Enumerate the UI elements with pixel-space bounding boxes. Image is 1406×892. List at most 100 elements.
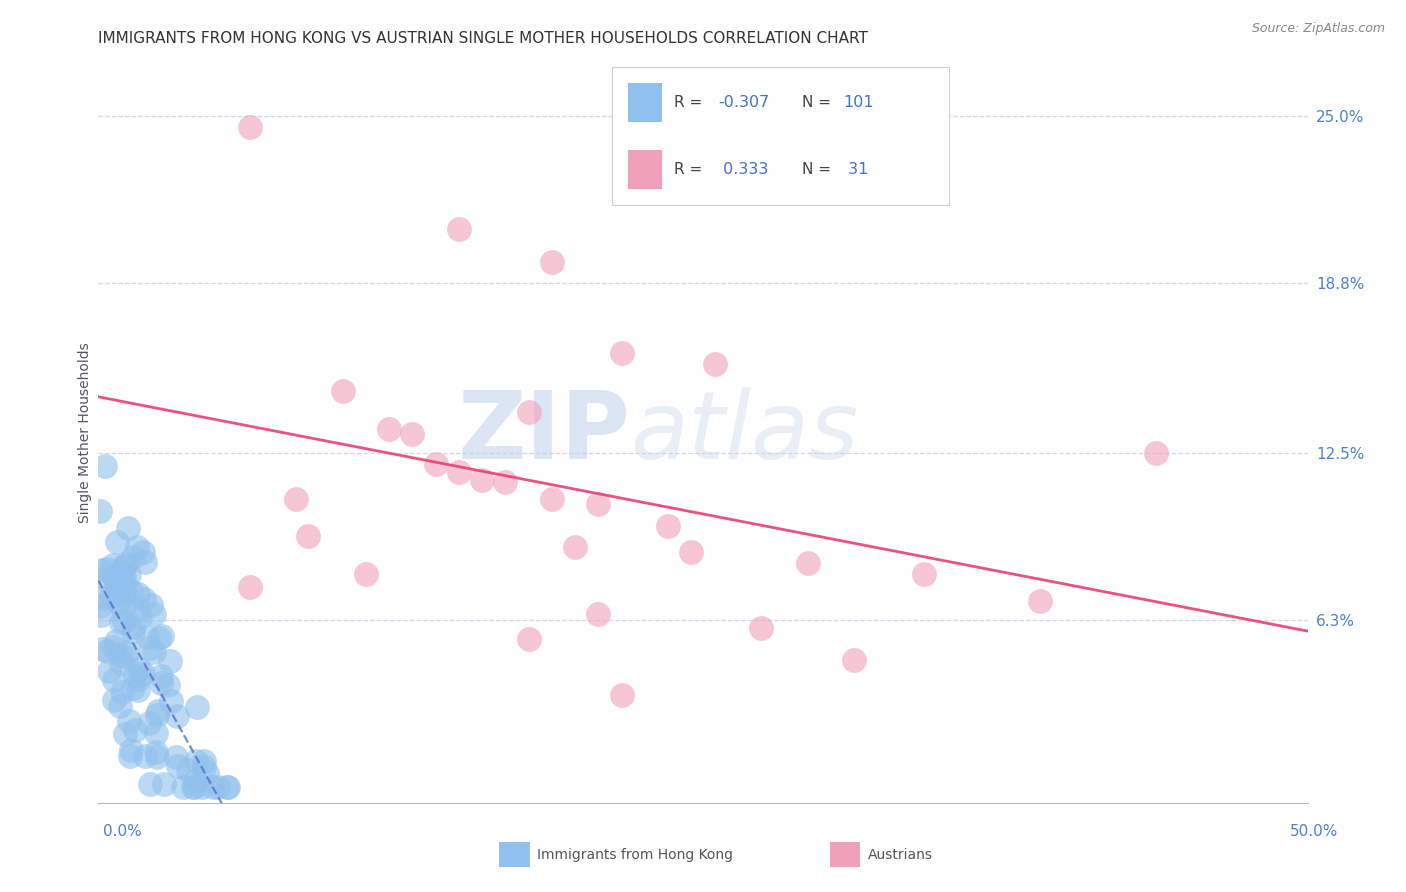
Point: [148, 704, 170, 718]
Point: [114, 727, 136, 741]
Point: [134, 748, 156, 763]
Point: [517, 632, 540, 646]
Point: [153, 777, 176, 791]
Point: [540, 491, 562, 506]
Text: R =: R =: [673, 95, 702, 111]
Point: [118, 568, 141, 582]
Text: Source: ZipAtlas.com: Source: ZipAtlas.com: [1251, 22, 1385, 36]
Point: [540, 254, 562, 268]
Point: [127, 673, 149, 687]
Point: [110, 699, 132, 714]
Point: [114, 650, 136, 665]
Point: [127, 587, 149, 601]
Point: [145, 745, 167, 759]
Point: [108, 648, 131, 662]
Point: [332, 384, 354, 398]
Point: [120, 742, 142, 756]
Point: [96, 562, 118, 576]
Text: N =: N =: [803, 95, 831, 111]
Point: [145, 708, 167, 723]
Point: [104, 634, 127, 648]
Point: [610, 688, 633, 702]
Text: 31: 31: [842, 161, 868, 177]
FancyBboxPatch shape: [628, 150, 662, 188]
Point: [132, 545, 155, 559]
Point: [202, 780, 225, 794]
Point: [297, 529, 319, 543]
Point: [90, 607, 112, 622]
Point: [127, 602, 149, 616]
Point: [193, 754, 215, 768]
Point: [176, 763, 198, 777]
Text: ZIP: ZIP: [457, 386, 630, 479]
Point: [138, 716, 160, 731]
Point: [239, 581, 262, 595]
Point: [122, 549, 145, 564]
Point: [150, 629, 173, 643]
Point: [191, 780, 214, 794]
Point: [1029, 594, 1052, 608]
Text: atlas: atlas: [630, 387, 859, 478]
Text: N =: N =: [803, 161, 831, 177]
Point: [354, 566, 377, 581]
Point: [447, 222, 470, 236]
Point: [112, 602, 135, 616]
Point: [143, 607, 166, 621]
Text: R =: R =: [673, 161, 702, 177]
Point: [159, 694, 181, 708]
Point: [127, 683, 149, 698]
Point: [1146, 446, 1168, 460]
Point: [447, 465, 470, 479]
Point: [195, 766, 218, 780]
Point: [120, 749, 142, 764]
Point: [588, 607, 610, 622]
Point: [96, 644, 118, 658]
Point: [193, 759, 215, 773]
Point: [103, 693, 125, 707]
Point: [110, 615, 132, 629]
Point: [588, 497, 610, 511]
Point: [112, 558, 135, 573]
Point: [111, 684, 134, 698]
Point: [125, 540, 148, 554]
Point: [183, 780, 205, 794]
Point: [103, 673, 125, 687]
Text: -0.307: -0.307: [718, 95, 769, 111]
Point: [285, 491, 308, 506]
Point: [217, 780, 239, 794]
Point: [401, 427, 423, 442]
Point: [207, 780, 229, 794]
Point: [471, 473, 494, 487]
Point: [110, 656, 132, 670]
Point: [128, 610, 150, 624]
Point: [148, 632, 170, 646]
Point: [120, 584, 142, 599]
Y-axis label: Single Mother Households: Single Mother Households: [77, 343, 91, 523]
Point: [115, 557, 138, 571]
Point: [121, 620, 143, 634]
Text: IMMIGRANTS FROM HONG KONG VS AUSTRIAN SINGLE MOTHER HOUSEHOLDS CORRELATION CHART: IMMIGRANTS FROM HONG KONG VS AUSTRIAN SI…: [98, 31, 869, 46]
Point: [100, 588, 122, 602]
Text: Immigrants from Hong Kong: Immigrants from Hong Kong: [537, 847, 733, 862]
Point: [90, 642, 112, 657]
Point: [89, 504, 111, 518]
Point: [103, 558, 125, 573]
Text: Austrians: Austrians: [868, 847, 932, 862]
Point: [114, 578, 136, 592]
Point: [425, 457, 447, 471]
Point: [149, 668, 172, 682]
Text: 101: 101: [842, 95, 873, 111]
Point: [94, 459, 117, 474]
Point: [139, 640, 162, 655]
Point: [796, 556, 818, 570]
Point: [378, 421, 401, 435]
Point: [124, 668, 146, 682]
FancyBboxPatch shape: [628, 84, 662, 122]
Point: [657, 518, 679, 533]
Point: [91, 563, 114, 577]
Point: [89, 599, 111, 614]
Point: [159, 655, 181, 669]
Point: [217, 780, 239, 794]
Point: [136, 630, 159, 644]
Point: [112, 569, 135, 583]
